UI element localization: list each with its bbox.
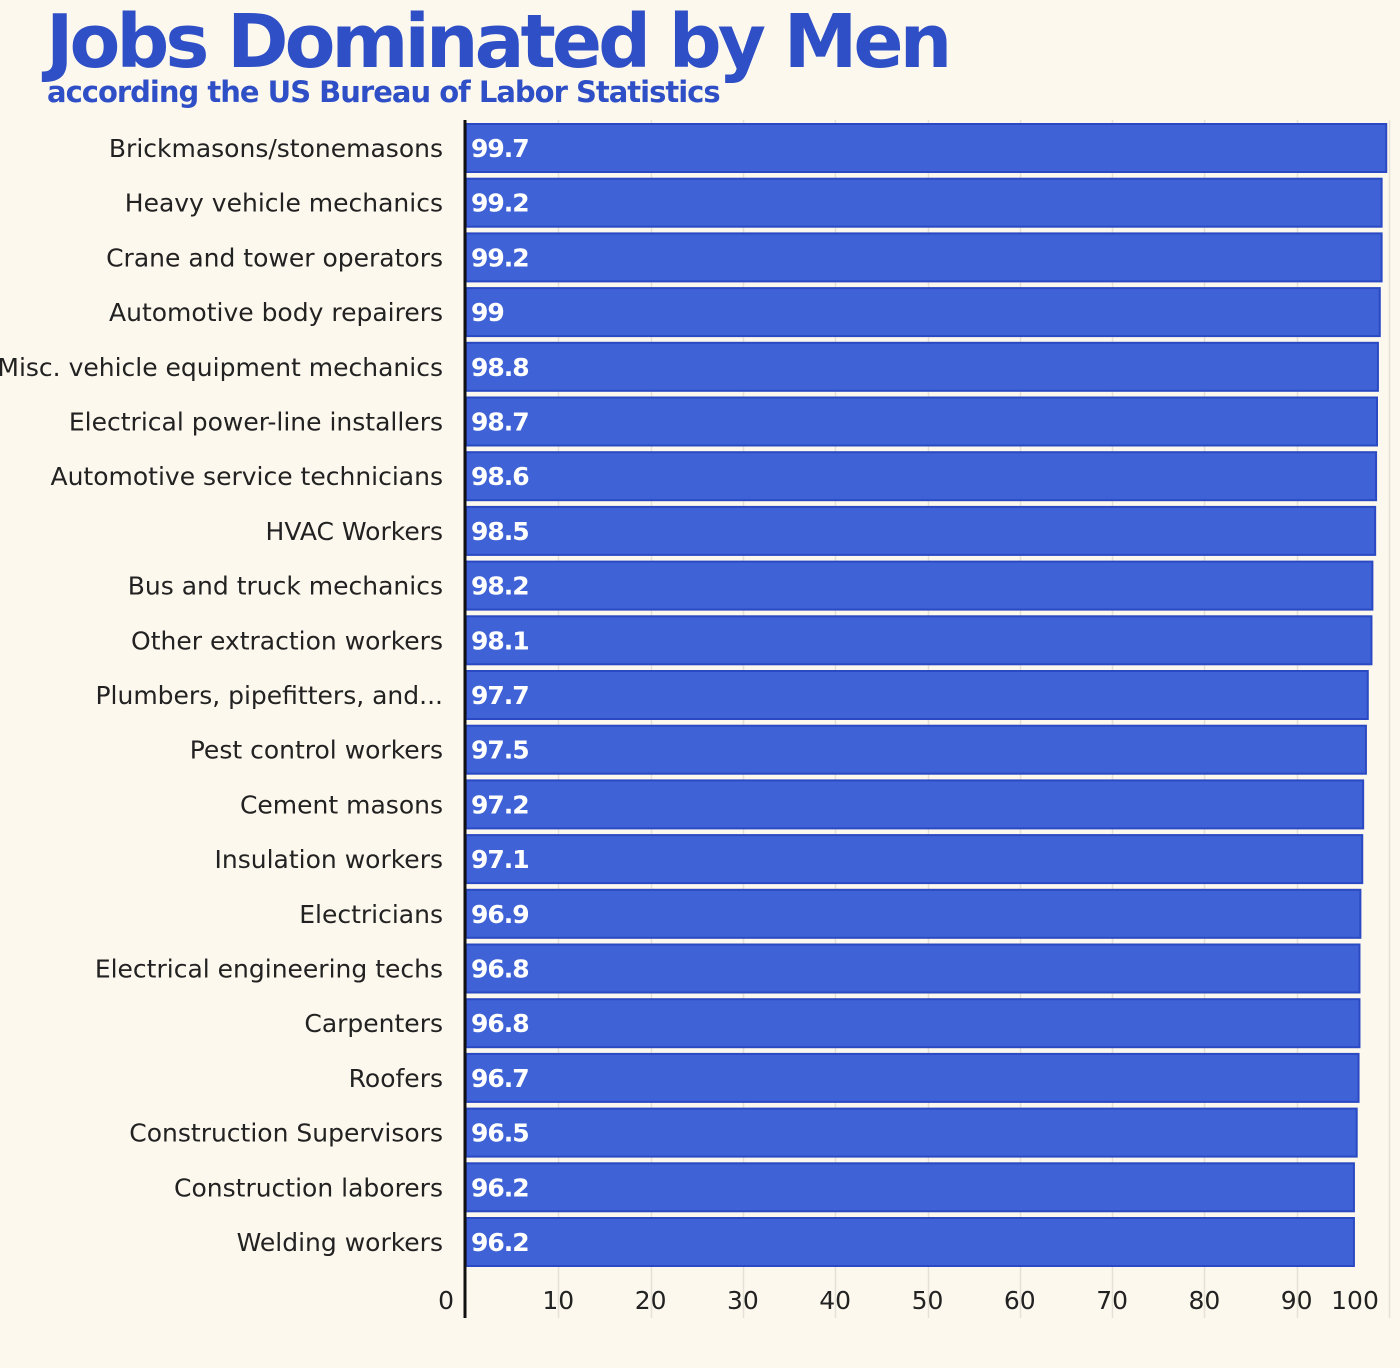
data-label: 98.6 xyxy=(471,462,529,491)
data-label: 97.5 xyxy=(471,736,529,765)
x-tick-label: 30 xyxy=(727,1286,759,1315)
bar xyxy=(465,1217,1355,1267)
data-label: 96.9 xyxy=(471,900,529,929)
x-tick-label: 50 xyxy=(912,1286,944,1315)
x-tick-label: 70 xyxy=(1096,1286,1128,1315)
category-label: Electrical engineering techs xyxy=(95,955,443,984)
category-label: Electrical power-line installers xyxy=(69,408,443,437)
category-label: Other extraction workers xyxy=(131,626,443,655)
bar xyxy=(465,287,1381,338)
data-label: 96.2 xyxy=(471,1228,529,1257)
data-label: 98.7 xyxy=(471,408,529,437)
category-label: Electricians xyxy=(299,900,443,929)
bar xyxy=(465,615,1373,666)
category-label: HVAC Workers xyxy=(266,517,443,546)
x-tick-label: 100 xyxy=(1331,1286,1379,1315)
category-label: Brickmasons/stonemasons xyxy=(109,134,443,163)
data-label: 96.2 xyxy=(471,1173,529,1202)
category-label: Construction laborers xyxy=(174,1173,443,1202)
x-tick-label: 60 xyxy=(1004,1286,1036,1315)
category-label: Welding workers xyxy=(237,1228,443,1257)
category-label: Insulation workers xyxy=(215,845,443,874)
bar xyxy=(465,560,1374,611)
category-label: Heavy vehicle mechanics xyxy=(125,189,443,218)
data-label: 98.5 xyxy=(471,517,529,546)
x-tick-label: 90 xyxy=(1281,1286,1313,1315)
data-label: 96.8 xyxy=(471,955,529,984)
category-label: Automotive service technicians xyxy=(50,462,443,491)
category-label: Plumbers, pipefitters, and... xyxy=(95,681,443,710)
x-tick-label: 0 xyxy=(438,1286,454,1315)
bar xyxy=(465,779,1365,830)
bar xyxy=(465,505,1377,556)
category-label: Construction Supervisors xyxy=(129,1119,443,1148)
bar xyxy=(465,834,1364,885)
x-tick-label: 10 xyxy=(542,1286,574,1315)
category-label: Carpenters xyxy=(304,1009,443,1038)
x-axis-ticks: 0 10 20 30 40 50 60 70 80 90 100 xyxy=(438,1286,1379,1315)
bar xyxy=(465,1107,1358,1158)
category-label: Pest control workers xyxy=(190,736,443,765)
category-label: Crane and tower operators xyxy=(106,243,443,272)
bar xyxy=(465,451,1378,502)
category-label: Cement masons xyxy=(240,790,443,819)
data-label: 96.8 xyxy=(471,1009,529,1038)
bars xyxy=(465,123,1388,1267)
data-label: 98.2 xyxy=(471,572,529,601)
bar xyxy=(465,888,1362,939)
bar xyxy=(465,1162,1355,1213)
category-label: Roofers xyxy=(349,1064,443,1093)
value-labels: 99.7 99.2 99.2 99 98.8 98.7 98.6 98.5 98.2 98.1 97… xyxy=(471,134,530,1257)
bar xyxy=(465,177,1383,228)
data-label: 99.2 xyxy=(471,189,529,218)
data-label: 97.1 xyxy=(471,845,529,874)
bar xyxy=(465,1052,1360,1103)
data-label: 97.2 xyxy=(471,790,529,819)
data-label: 96.7 xyxy=(471,1064,529,1093)
bar xyxy=(465,232,1383,283)
category-labels: Brickmasons/stonemasons Heavy vehicle mec… xyxy=(0,134,443,1257)
data-label: 97.7 xyxy=(471,681,529,710)
data-label: 96.5 xyxy=(471,1119,529,1148)
data-label: 98.1 xyxy=(471,626,529,655)
data-label: 98.8 xyxy=(471,353,529,382)
bar xyxy=(465,670,1369,720)
bar xyxy=(465,998,1361,1049)
data-label: 99 xyxy=(471,298,504,327)
bar xyxy=(465,724,1367,775)
category-label: Bus and truck mechanics xyxy=(128,572,443,601)
chart-subtitle: according the US Bureau of Labor Statist… xyxy=(47,75,721,109)
data-label: 99.7 xyxy=(471,134,529,163)
bar xyxy=(465,341,1379,392)
bar xyxy=(465,943,1361,994)
x-tick-label: 20 xyxy=(635,1286,667,1315)
data-label: 99.2 xyxy=(471,243,529,272)
chart-title: Jobs Dominated by Men xyxy=(46,0,952,85)
category-label: Misc. vehicle equipment mechanics xyxy=(0,353,443,382)
bar xyxy=(465,123,1388,173)
x-tick-label: 40 xyxy=(819,1286,851,1315)
x-tick-label: 80 xyxy=(1188,1286,1220,1315)
bar xyxy=(465,396,1379,447)
category-label: Automotive body repairers xyxy=(109,298,443,327)
